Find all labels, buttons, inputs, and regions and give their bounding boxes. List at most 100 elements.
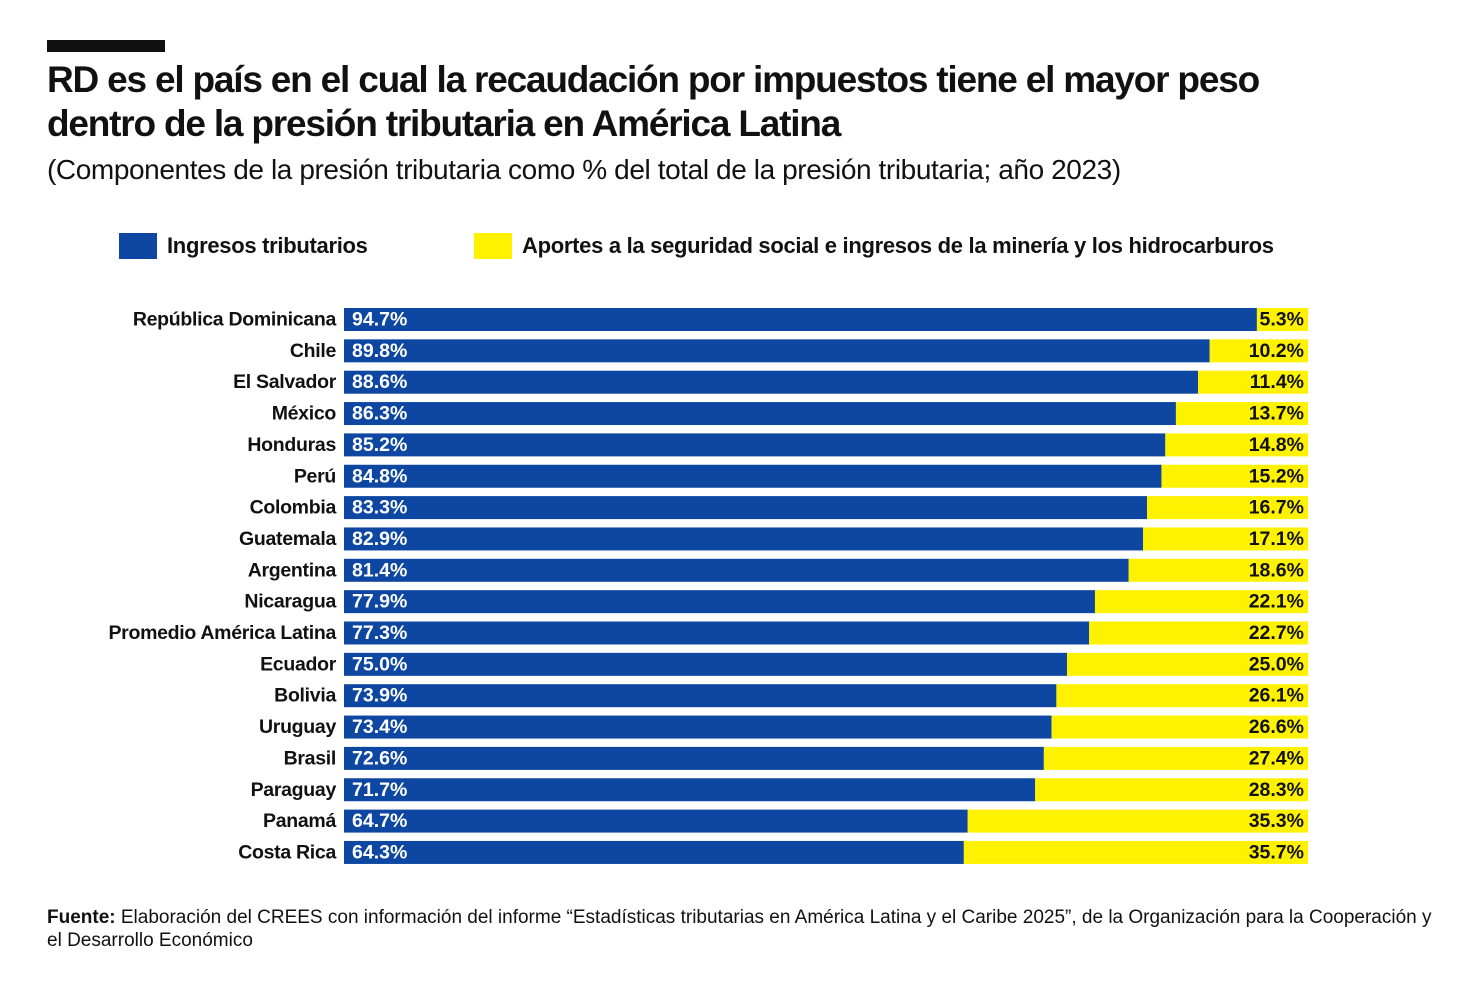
data-label-aportes: 16.7% bbox=[1249, 497, 1304, 519]
bar-aportes bbox=[1089, 621, 1308, 645]
bar-aportes bbox=[1056, 684, 1308, 708]
data-label-aportes: 28.3% bbox=[1249, 779, 1304, 801]
bar-ingresos-tributarios bbox=[344, 746, 1044, 770]
data-label-ingresos: 86.3% bbox=[352, 403, 407, 425]
legend-label-ingresos: Ingresos tributarios bbox=[167, 233, 368, 258]
legend-label-aportes: Aportes a la seguridad social e ingresos… bbox=[522, 233, 1274, 258]
category-label: Honduras bbox=[247, 434, 336, 456]
data-label-aportes: 25.0% bbox=[1249, 653, 1304, 675]
bar-row: Honduras 85.2% 14.8% bbox=[247, 433, 1308, 457]
bar-ingresos-tributarios bbox=[344, 433, 1166, 457]
bar-aportes bbox=[1094, 590, 1308, 614]
category-label: Panamá bbox=[263, 810, 336, 832]
data-label-ingresos: 64.3% bbox=[352, 841, 407, 863]
bar-aportes bbox=[1209, 339, 1308, 363]
data-label-aportes: 13.7% bbox=[1249, 403, 1304, 425]
category-label: El Salvador bbox=[233, 371, 337, 393]
data-label-aportes: 35.3% bbox=[1249, 810, 1304, 832]
category-label: Nicaragua bbox=[244, 591, 336, 613]
data-label-aportes: 26.6% bbox=[1249, 716, 1304, 738]
bar-aportes bbox=[1067, 652, 1308, 676]
legend-item-aportes: Aportes a la seguridad social e ingresos… bbox=[474, 233, 1274, 259]
bar-aportes bbox=[963, 840, 1308, 864]
category-label: República Dominicana bbox=[133, 309, 337, 331]
bar-row: El Salvador 88.6% 11.4% bbox=[233, 370, 1308, 394]
bar-row: Argentina 81.4% 18.6% bbox=[248, 558, 1308, 582]
bar-ingresos-tributarios bbox=[344, 715, 1052, 739]
data-label-ingresos: 71.7% bbox=[352, 779, 407, 801]
bar-aportes bbox=[1128, 558, 1308, 582]
bar-ingresos-tributarios bbox=[344, 308, 1257, 331]
category-label: Promedio América Latina bbox=[108, 622, 336, 644]
data-label-aportes: 15.2% bbox=[1249, 465, 1304, 487]
category-label: Bolivia bbox=[274, 685, 336, 707]
data-label-ingresos: 84.8% bbox=[352, 465, 407, 487]
bar-row: Nicaragua 77.9% 22.1% bbox=[244, 590, 1308, 614]
bar-aportes bbox=[1198, 370, 1308, 394]
bar-ingresos-tributarios bbox=[344, 621, 1090, 645]
category-label: Perú bbox=[294, 465, 336, 487]
data-label-ingresos: 64.7% bbox=[352, 810, 407, 832]
bar-row: Panamá 64.7% 35.3% bbox=[263, 809, 1308, 833]
bar-ingresos-tributarios bbox=[344, 496, 1148, 520]
bar-row: Guatemala 82.9% 17.1% bbox=[239, 527, 1308, 551]
bar-aportes bbox=[1175, 402, 1308, 426]
data-label-ingresos: 73.4% bbox=[352, 716, 407, 738]
category-label: Guatemala bbox=[239, 528, 336, 550]
data-label-ingresos: 83.3% bbox=[352, 497, 407, 519]
data-label-ingresos: 72.6% bbox=[352, 747, 407, 769]
data-label-ingresos: 75.0% bbox=[352, 653, 407, 675]
data-label-aportes: 26.1% bbox=[1249, 685, 1304, 707]
legend-swatch-yellow bbox=[474, 233, 512, 259]
chart-subtitle: (Componentes de la presión tributaria co… bbox=[47, 154, 1121, 185]
legend-swatch-blue bbox=[119, 233, 157, 259]
data-label-aportes: 18.6% bbox=[1249, 559, 1304, 581]
data-label-aportes: 10.2% bbox=[1249, 340, 1304, 362]
bar-ingresos-tributarios bbox=[344, 402, 1176, 426]
bar-row: Colombia 83.3% 16.7% bbox=[250, 496, 1308, 520]
bar-ingresos-tributarios bbox=[344, 809, 968, 833]
bar-row: México 86.3% 13.7% bbox=[272, 402, 1308, 426]
bar-aportes bbox=[1043, 746, 1308, 770]
bar-aportes bbox=[967, 809, 1308, 833]
chart-title: RD es el país en el cual la recaudación … bbox=[47, 59, 1260, 144]
bar-row: Promedio América Latina 77.3% 22.7% bbox=[108, 621, 1308, 645]
category-label: Uruguay bbox=[259, 716, 336, 738]
data-label-ingresos: 85.2% bbox=[352, 434, 407, 456]
data-label-aportes: 14.8% bbox=[1249, 434, 1304, 456]
bar-aportes bbox=[1165, 433, 1308, 457]
bar-row: Bolivia 73.9% 26.1% bbox=[274, 684, 1308, 708]
data-label-aportes: 5.3% bbox=[1260, 309, 1304, 331]
data-label-ingresos: 73.9% bbox=[352, 685, 407, 707]
bar-aportes bbox=[1143, 527, 1308, 551]
category-label: Paraguay bbox=[251, 779, 337, 801]
data-label-ingresos: 89.8% bbox=[352, 340, 407, 362]
bar-ingresos-tributarios bbox=[344, 684, 1057, 708]
bar-ingresos-tributarios bbox=[344, 558, 1129, 582]
bar-ingresos-tributarios bbox=[344, 464, 1162, 488]
bar-row: Brasil 72.6% 27.4% bbox=[284, 746, 1308, 770]
data-label-aportes: 17.1% bbox=[1249, 528, 1304, 550]
category-label: Chile bbox=[290, 340, 337, 362]
title-accent-rule bbox=[47, 40, 165, 52]
bar-aportes bbox=[1161, 464, 1308, 488]
bar-row: Chile 89.8% 10.2% bbox=[290, 339, 1308, 363]
category-label: Costa Rica bbox=[238, 841, 336, 863]
bar-ingresos-tributarios bbox=[344, 370, 1199, 394]
data-label-ingresos: 81.4% bbox=[352, 559, 407, 581]
bar-aportes bbox=[1147, 496, 1308, 520]
data-label-aportes: 11.4% bbox=[1250, 371, 1304, 393]
bar-ingresos-tributarios bbox=[344, 840, 964, 864]
bar-ingresos-tributarios bbox=[344, 339, 1210, 363]
bar-ingresos-tributarios bbox=[344, 527, 1144, 551]
data-label-ingresos: 77.9% bbox=[352, 591, 407, 613]
data-label-ingresos: 82.9% bbox=[352, 528, 407, 550]
source-text: Elaboración del CREES con información de… bbox=[47, 907, 1432, 951]
category-label: México bbox=[272, 403, 337, 425]
category-label: Argentina bbox=[248, 559, 337, 581]
bar-row: Paraguay 71.7% 28.3% bbox=[251, 778, 1308, 802]
bar-row: Costa Rica 64.3% 35.7% bbox=[238, 840, 1308, 864]
data-label-ingresos: 94.7% bbox=[352, 309, 407, 331]
bar-row: Uruguay 73.4% 26.6% bbox=[259, 715, 1308, 739]
bar-ingresos-tributarios bbox=[344, 778, 1036, 802]
